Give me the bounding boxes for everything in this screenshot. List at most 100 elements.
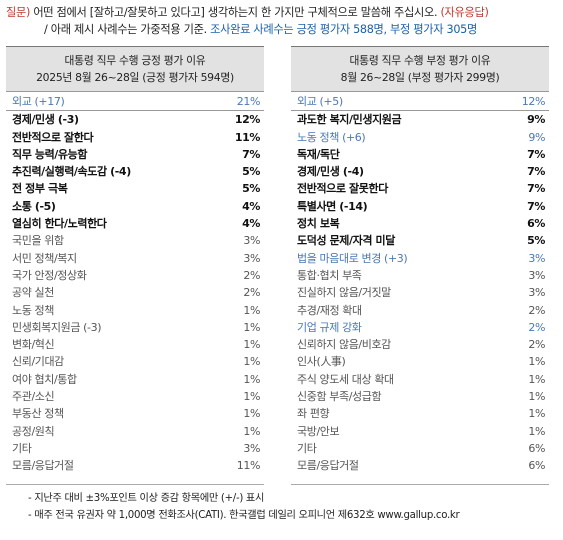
reason-percent: 11% bbox=[234, 130, 261, 144]
table-row: 특별사면 (-14) 7% bbox=[291, 198, 549, 215]
question-text: 질문) 어떤 점에서 [잘하고/잘못하고 있다고] 생각하는지 한 가지만 구체… bbox=[6, 4, 558, 38]
reason-label: 열심히 한다/노력한다 bbox=[12, 217, 107, 231]
reason-label: 서민 정책/복지 bbox=[12, 251, 77, 265]
reason-label: 공약 실천 bbox=[12, 286, 54, 300]
table-row: 전 정부 극복 5% bbox=[6, 180, 264, 197]
table-row: 인사(人事) 1% bbox=[291, 353, 549, 370]
positive-reasons-table: 대통령 직무 수행 긍정 평가 이유 2025년 8월 26~28일 (긍정 평… bbox=[6, 46, 264, 485]
reason-label: 주관/소신 bbox=[12, 390, 55, 404]
reason-label: 과도한 복지/민생지원금 bbox=[297, 113, 402, 127]
reason-percent: 4% bbox=[242, 199, 260, 213]
reason-label: 도덕성 문제/자격 미달 bbox=[297, 234, 395, 248]
reason-label: 경제/민생 (-4) bbox=[297, 165, 364, 179]
reason-percent: 7% bbox=[527, 165, 545, 179]
sample-detail: 조사완료 사례수는 긍정 평가자 588명, 부정 평가자 305명 bbox=[210, 23, 477, 36]
reason-label: 신중함 부족/성급함 bbox=[297, 390, 382, 404]
reason-label: 외교 (+5) bbox=[297, 95, 343, 108]
reason-percent: 1% bbox=[243, 320, 260, 334]
table-row: 외교 (+17) 21% bbox=[6, 93, 264, 112]
reason-percent: 5% bbox=[242, 182, 260, 196]
table-row: 통합·협치 부족 3% bbox=[291, 267, 549, 284]
footnotes: - 지난주 대비 ±3%포인트 이상 증감 항목에만 (+/-) 표시 - 매주… bbox=[28, 490, 548, 524]
table-row: 변화/혁신 1% bbox=[6, 336, 264, 353]
negative-table-title: 대통령 직무 수행 부정 평가 이유 bbox=[349, 54, 491, 67]
reason-percent: 6% bbox=[528, 441, 545, 455]
table-row: 열심히 한다/노력한다 4% bbox=[6, 215, 264, 232]
table-row: 경제/민생 (-4) 7% bbox=[291, 163, 549, 180]
reason-label: 신뢰/기대감 bbox=[12, 355, 64, 369]
reason-percent: 3% bbox=[528, 251, 545, 265]
reason-percent: 1% bbox=[528, 355, 545, 369]
table-row: 기업 규제 강화 2% bbox=[291, 319, 549, 336]
reason-label: 주식 양도세 대상 확대 bbox=[297, 372, 394, 386]
sample-note: / 아래 제시 사례수는 가중적용 기준. bbox=[44, 23, 207, 36]
reason-percent: 1% bbox=[243, 390, 260, 404]
question-body: 어떤 점에서 [잘하고/잘못하고 있다고] 생각하는지 한 가지만 구체적으로 … bbox=[30, 6, 438, 19]
reason-percent: 1% bbox=[243, 407, 260, 421]
reason-label: 특별사면 (-14) bbox=[297, 199, 368, 213]
reason-label: 국방/안보 bbox=[297, 424, 340, 438]
table-row: 국방/안보 1% bbox=[291, 423, 549, 440]
table-row: 직무 능력/유능함 7% bbox=[6, 146, 264, 163]
table-row: 부동산 정책 1% bbox=[6, 405, 264, 422]
reason-label: 민생회복지원금 (-3) bbox=[12, 320, 102, 334]
reason-percent: 3% bbox=[243, 441, 260, 455]
reason-label: 모름/응답거절 bbox=[12, 459, 74, 473]
table-row: 정치 보복 6% bbox=[291, 215, 549, 232]
reason-percent: 1% bbox=[528, 407, 545, 421]
table-row: 노동 정책 1% bbox=[6, 302, 264, 319]
reason-percent: 7% bbox=[527, 182, 545, 196]
reason-percent: 1% bbox=[243, 338, 260, 352]
table-row: 신뢰/기대감 1% bbox=[6, 353, 264, 370]
table-row: 과도한 복지/민생지원금 9% bbox=[291, 111, 549, 128]
positive-table-header: 대통령 직무 수행 긍정 평가 이유 2025년 8월 26~28일 (긍정 평… bbox=[6, 47, 264, 92]
table-row: 진실하지 않음/거짓말 3% bbox=[291, 284, 549, 301]
table-row: 주관/소신 1% bbox=[6, 388, 264, 405]
table-row: 외교 (+5) 12% bbox=[291, 93, 549, 112]
reason-percent: 3% bbox=[243, 251, 260, 265]
table-row: 경제/민생 (-3) 12% bbox=[6, 111, 264, 128]
table-row: 법을 마음대로 변경 (+3) 3% bbox=[291, 250, 549, 267]
table-row: 모름/응답거절 11% bbox=[6, 457, 264, 474]
positive-table-subtitle: 2025년 8월 26~28일 (긍정 평가자 594명) bbox=[36, 71, 234, 84]
reason-label: 추경/재정 확대 bbox=[297, 303, 362, 317]
footnote-change-marker: - 지난주 대비 ±3%포인트 이상 증감 항목에만 (+/-) 표시 bbox=[28, 493, 265, 504]
reason-label: 추진력/실행력/속도감 (-4) bbox=[12, 165, 131, 179]
reason-percent: 1% bbox=[243, 424, 260, 438]
reason-label: 정치 보복 bbox=[297, 217, 340, 231]
negative-table-header: 대통령 직무 수행 부정 평가 이유 8월 26~28일 (부정 평가자 299… bbox=[291, 47, 549, 92]
reason-label: 인사(人事) bbox=[297, 355, 346, 369]
reason-percent: 1% bbox=[528, 390, 545, 404]
reason-percent: 12% bbox=[521, 95, 546, 108]
reason-label: 신뢰하지 않음/비호감 bbox=[297, 338, 391, 352]
table-row: 전반적으로 잘한다 11% bbox=[6, 129, 264, 146]
question-line-1: 질문) 어떤 점에서 [잘하고/잘못하고 있다고] 생각하는지 한 가지만 구체… bbox=[6, 4, 558, 21]
reason-label: 기업 규제 강화 bbox=[297, 320, 362, 334]
reason-label: 부동산 정책 bbox=[12, 407, 64, 421]
table-row: 민생회복지원금 (-3) 1% bbox=[6, 319, 264, 336]
question-prefix: 질문) bbox=[6, 6, 31, 19]
table-row: 모름/응답거절 6% bbox=[291, 457, 549, 474]
reason-label: 변화/혁신 bbox=[12, 338, 55, 352]
reason-label: 소통 (-5) bbox=[12, 199, 56, 213]
negative-table-subtitle: 8월 26~28일 (부정 평가자 299명) bbox=[340, 71, 500, 84]
reason-label: 전반적으로 잘한다 bbox=[12, 130, 94, 144]
reason-percent: 3% bbox=[528, 286, 545, 300]
reason-label: 좌 편향 bbox=[297, 407, 330, 421]
reason-percent: 2% bbox=[243, 268, 260, 282]
table-row: 공약 실천 2% bbox=[6, 284, 264, 301]
table-row: 신중함 부족/성급함 1% bbox=[291, 388, 549, 405]
table-row: 추경/재정 확대 2% bbox=[291, 302, 549, 319]
table-row: 소통 (-5) 4% bbox=[6, 198, 264, 215]
reason-percent: 2% bbox=[528, 338, 545, 352]
reason-percent: 9% bbox=[528, 130, 545, 144]
positive-table-title: 대통령 직무 수행 긍정 평가 이유 bbox=[64, 54, 206, 67]
table-row: 좌 편향 1% bbox=[291, 405, 549, 422]
question-tag: (자유응답) bbox=[440, 6, 489, 19]
table-row: 서민 정책/복지 3% bbox=[6, 250, 264, 267]
table-row: 추진력/실행력/속도감 (-4) 5% bbox=[6, 163, 264, 180]
reason-label: 모름/응답거절 bbox=[297, 459, 359, 473]
question-line-2: / 아래 제시 사례수는 가중적용 기준. 조사완료 사례수는 긍정 평가자 5… bbox=[6, 21, 558, 38]
reason-percent: 9% bbox=[527, 113, 545, 127]
reason-percent: 12% bbox=[234, 113, 261, 127]
